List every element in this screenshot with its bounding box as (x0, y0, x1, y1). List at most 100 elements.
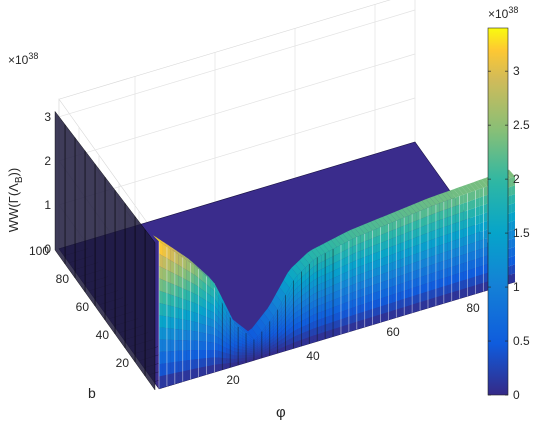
surface-cell (340, 302, 345, 312)
surface-cell (467, 269, 472, 280)
surface-cell (443, 268, 448, 278)
surface-cell (170, 317, 175, 329)
surface-cell (285, 328, 290, 337)
surface-cell (210, 364, 215, 374)
surface-cell (380, 289, 385, 299)
surface-cell (352, 314, 357, 323)
surface-cell (261, 328, 266, 336)
surface-cell (388, 262, 393, 272)
surface-cell (451, 257, 456, 267)
surface-cell (400, 307, 405, 317)
surface-ridge (386, 213, 397, 223)
surface-cell (249, 356, 254, 360)
surface-cell (412, 212, 417, 223)
surface-cell (174, 339, 179, 352)
surface-cell (483, 246, 488, 257)
surface-cell (463, 287, 468, 298)
surface-cell (420, 284, 425, 294)
surface-cell (301, 312, 306, 322)
surface-cell (364, 310, 369, 320)
surface-ridge (180, 253, 191, 263)
surface-cell (253, 351, 258, 356)
surface-mesh (54, 110, 515, 391)
surface-cell (234, 322, 239, 330)
surface-cell (376, 243, 381, 253)
surface-cell (396, 243, 401, 253)
y-tick-label: 80 (56, 272, 70, 286)
surface-cell (269, 325, 274, 333)
surface-ridge (445, 190, 456, 199)
surface-cell (380, 313, 385, 323)
surface-cell (265, 341, 270, 347)
surface-cell (364, 294, 369, 304)
surface-cell (459, 254, 464, 265)
surface-cell (202, 341, 207, 350)
surface-cell (309, 294, 314, 304)
surface-cell (194, 321, 199, 332)
surface-cell (253, 344, 258, 349)
surface-cell (451, 240, 456, 250)
surface-cell (273, 331, 278, 339)
surface-ridge (319, 243, 330, 254)
surface-cell (479, 274, 484, 285)
surface-cell (483, 212, 488, 223)
surface-cell (337, 311, 341, 321)
surface-cell (364, 278, 369, 289)
surface-ridge (172, 248, 183, 258)
surface-cell (451, 274, 456, 284)
surface-cell (198, 313, 203, 325)
surface-left-wall (124, 202, 136, 363)
surface-cell (178, 350, 183, 362)
surface-cell (376, 298, 381, 308)
z-axis-ticks: 0 1 2 3 (44, 110, 51, 256)
surface-cell (416, 277, 421, 287)
surface-cell (261, 351, 266, 356)
surface-cell (439, 277, 444, 288)
surface-cell (404, 248, 409, 259)
surface-cell (356, 312, 361, 322)
surface-cell (249, 338, 254, 343)
surface-cell (301, 286, 306, 297)
surface-cell (305, 323, 310, 333)
surface-cell (380, 297, 385, 307)
surface-cell (222, 357, 227, 364)
surface-cell (222, 340, 227, 348)
surface-cell (305, 337, 310, 345)
surface-cell (222, 352, 227, 359)
surface-cell (289, 291, 294, 304)
surface-ridge (390, 212, 401, 221)
surface-ridge (433, 194, 444, 204)
surface-cell (431, 238, 436, 249)
surface-cell (253, 340, 258, 345)
surface-ridge (346, 229, 357, 239)
surface-cell (230, 323, 235, 334)
surface-cell (214, 305, 219, 318)
surface-cell (471, 224, 476, 235)
surface-cell (178, 275, 183, 289)
surface-cell (265, 349, 270, 355)
surface-cell (234, 348, 239, 353)
surface-cell (305, 263, 310, 275)
surface-cell (459, 280, 464, 291)
surface-ridge (188, 258, 199, 270)
surface-cell (439, 294, 444, 305)
surface-cell (206, 317, 211, 327)
surface-cell (210, 334, 215, 343)
surface-cell (416, 227, 421, 238)
surface-cell (226, 327, 231, 337)
surface-cell (297, 314, 302, 324)
surface-cell (447, 207, 452, 218)
surface-cell (166, 258, 171, 272)
surface-cell (178, 318, 183, 330)
surface-cell (269, 338, 274, 345)
colorbar-tick-label: 3 (513, 64, 520, 78)
surface-cell (242, 352, 247, 356)
surface-cell (364, 255, 369, 265)
surface-cell (439, 252, 444, 263)
surface-ridge (255, 318, 266, 332)
surface-cell (265, 324, 270, 332)
surface-cell (242, 344, 247, 348)
surface-cell (214, 349, 219, 358)
surface-ridge (315, 246, 326, 256)
surface-cell (159, 278, 163, 292)
